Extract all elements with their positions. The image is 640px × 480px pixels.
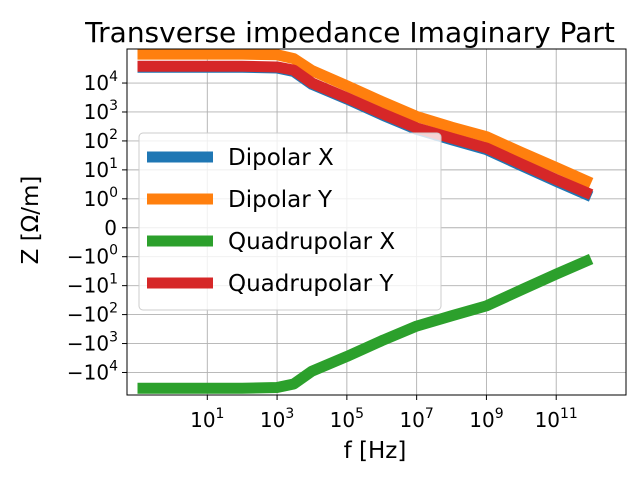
y-axis-label: Z [Ω/m] (18, 176, 44, 265)
series-line-dipolar-y (137, 49, 594, 189)
chart-title: Transverse impedance Imaginary Part (84, 16, 615, 49)
plot-frame (126, 48, 627, 396)
x-tick-label: 105 (330, 406, 364, 432)
y-tick-label: 104 (84, 69, 118, 95)
x-tick-label: 107 (399, 406, 433, 432)
series-layer (137, 49, 594, 394)
x-tick-label: 101 (190, 406, 224, 432)
legend: Dipolar X Dipolar Y Quadrupolar X Quadrupol… (138, 132, 442, 311)
legend-label: Quadrupolar Y (228, 271, 394, 297)
series-line-quadrupolar-y (137, 60, 594, 200)
x-tick-label: 109 (469, 406, 503, 432)
legend-label: Quadrupolar X (228, 229, 395, 255)
y-tick-label: −100 (67, 243, 118, 269)
y-tick-label: −103 (67, 330, 118, 356)
legend-box (138, 132, 442, 311)
y-tick-label: −101 (67, 272, 118, 298)
y-tick-label: −104 (67, 358, 118, 384)
y-tick-label: 103 (84, 98, 118, 124)
legend-label: Dipolar X (228, 145, 334, 171)
series-line-quadrupolar-x (137, 253, 594, 394)
x-tick-label: 103 (260, 406, 294, 432)
y-tick-label: −102 (67, 301, 118, 327)
y-tick-label: 0 (104, 216, 117, 240)
legend-label: Dipolar Y (228, 187, 333, 213)
x-axis-label: f [Hz] (344, 438, 407, 464)
y-tick-label: 101 (84, 156, 118, 182)
y-tick-label: 102 (84, 127, 118, 153)
x-axis-ticks: 101 103 105 107 109 1011 (190, 395, 578, 432)
x-tick-label: 1011 (535, 406, 578, 432)
y-axis-ticks: 104 103 102 101 100 0 −100 −101 −102 −103−104 (67, 69, 127, 384)
y-tick-label: 100 (84, 185, 118, 211)
